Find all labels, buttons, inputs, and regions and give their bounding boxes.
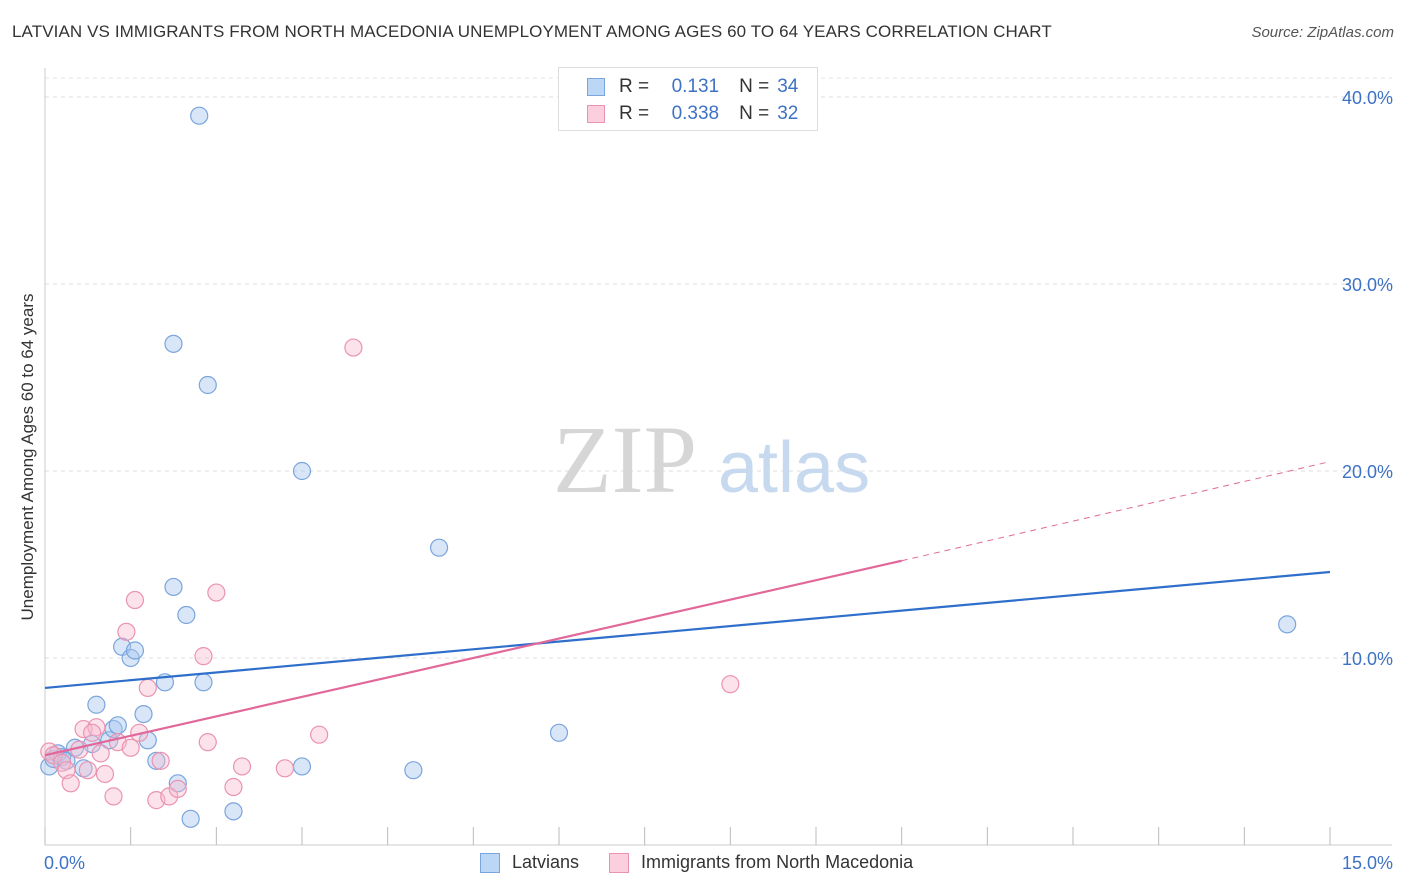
source-credit: Source: ZipAtlas.com bbox=[1251, 24, 1394, 41]
immigrant-point bbox=[198, 733, 217, 752]
legend-swatch-immigrants bbox=[587, 105, 605, 123]
legend-r-value: 0.131 bbox=[671, 76, 720, 97]
immigrant-point bbox=[78, 761, 97, 780]
y-tick-label: 10.0% bbox=[1342, 649, 1393, 669]
legend-row-latvians: R = 0.131 N = 34 bbox=[587, 75, 798, 99]
latvian-point bbox=[1278, 615, 1297, 634]
legend-n-value: 34 bbox=[777, 76, 799, 97]
legend-swatch-latvians bbox=[587, 78, 605, 96]
legend-label-latvians: Latvians bbox=[512, 852, 580, 872]
latvian-point bbox=[168, 774, 187, 793]
y-tick-label: 40.0% bbox=[1342, 88, 1393, 108]
latvian-point bbox=[429, 538, 449, 557]
latvian-point bbox=[125, 641, 145, 660]
immigrant-point bbox=[310, 725, 329, 744]
immigrant-point bbox=[232, 757, 252, 776]
immigrant-point bbox=[125, 590, 145, 610]
latvian-trendline bbox=[44, 570, 1331, 690]
immigrant-point bbox=[275, 759, 294, 778]
immigrant-trendline-extension bbox=[901, 461, 1331, 562]
stats-legend: R = 0.131 N = 34 R = 0.338 N = 32 bbox=[558, 67, 818, 131]
legend-swatch-immigrants bbox=[609, 852, 630, 873]
latvian-point bbox=[177, 605, 196, 625]
latvian-point bbox=[134, 704, 153, 724]
legend-item-latvians: Latvians bbox=[480, 852, 579, 873]
immigrant-point bbox=[83, 723, 102, 742]
legend-n-value: 32 bbox=[777, 103, 799, 124]
latvian-point bbox=[404, 761, 423, 780]
latvian-point bbox=[87, 695, 106, 714]
latvian-point bbox=[549, 723, 569, 742]
immigrant-point bbox=[344, 338, 363, 357]
immigrant-point bbox=[95, 764, 115, 784]
series-legend: Latvians Immigrants from North Macedonia bbox=[480, 852, 943, 873]
legend-n-label: N = bbox=[739, 76, 770, 97]
immigrant-point bbox=[121, 738, 140, 757]
immigrant-point bbox=[207, 583, 226, 602]
immigrant-point bbox=[224, 777, 243, 797]
latvian-point bbox=[147, 751, 166, 770]
watermark-atlas: atlas bbox=[718, 428, 870, 508]
legend-r-label: R = bbox=[619, 103, 650, 124]
x-tick-label: 0.0% bbox=[44, 853, 85, 873]
watermark-zip: ZIP bbox=[553, 406, 697, 513]
latvian-point bbox=[164, 334, 183, 353]
legend-r-label: R = bbox=[619, 76, 650, 97]
immigrant-point bbox=[104, 787, 123, 806]
immigrant-trendline bbox=[44, 559, 902, 757]
latvian-point bbox=[292, 757, 312, 776]
legend-swatch-latvians bbox=[480, 852, 500, 873]
latvian-point bbox=[194, 673, 213, 692]
legend-item-immigrants: Immigrants from North Macedonia bbox=[609, 852, 913, 873]
latvian-point bbox=[198, 375, 217, 395]
legend-r-value: 0.338 bbox=[671, 103, 720, 124]
immigrant-point bbox=[117, 622, 136, 641]
latvian-point bbox=[190, 106, 209, 125]
immigrant-point bbox=[168, 779, 187, 799]
immigrant-point bbox=[138, 678, 157, 698]
immigrant-point bbox=[151, 751, 170, 770]
chart-title: LATVIAN VS IMMIGRANTS FROM NORTH MACEDON… bbox=[12, 22, 1052, 41]
y-tick-label: 20.0% bbox=[1342, 462, 1393, 482]
latvian-point bbox=[292, 461, 312, 481]
latvian-point bbox=[164, 577, 183, 597]
immigrant-point bbox=[61, 774, 80, 793]
latvian-point bbox=[224, 802, 243, 821]
legend-label-immigrants: Immigrants from North Macedonia bbox=[641, 852, 914, 872]
immigrant-point bbox=[91, 744, 110, 763]
legend-n-label: N = bbox=[739, 103, 770, 124]
latvian-point bbox=[181, 809, 200, 828]
legend-row-immigrants: R = 0.338 N = 32 bbox=[587, 102, 798, 126]
immigrant-point bbox=[194, 647, 213, 666]
x-tick-label: 15.0% bbox=[1342, 853, 1393, 873]
y-tick-label: 30.0% bbox=[1342, 275, 1393, 295]
y-axis-label: Unemployment Among Ages 60 to 64 years bbox=[18, 293, 37, 621]
latvian-point bbox=[108, 716, 127, 735]
immigrant-point bbox=[721, 675, 740, 694]
